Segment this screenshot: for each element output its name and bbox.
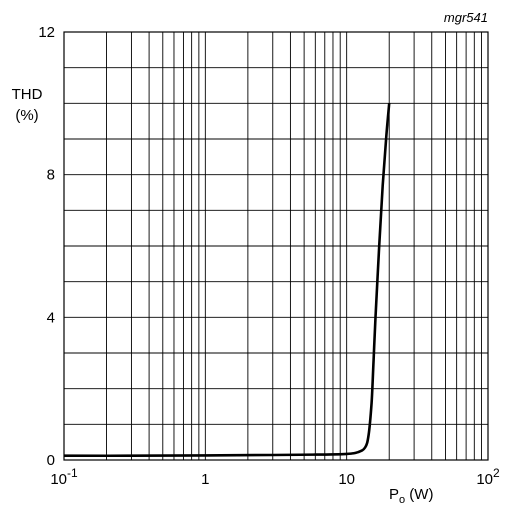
x-tick-base: 10 <box>338 471 355 488</box>
y-tick-label: 0 <box>47 452 55 469</box>
x-tick-labels: 10-1 1 10 102 <box>50 466 500 488</box>
x-axis-label-main: P <box>389 486 399 503</box>
grid-lines <box>64 32 488 460</box>
y-tick-label: 8 <box>47 167 55 184</box>
y-axis-label-line1: THD <box>12 86 43 103</box>
y-tick-label: 4 <box>47 309 55 326</box>
plot-frame <box>63 31 489 461</box>
figure-id: mgr541 <box>444 10 488 25</box>
x-tick-label: 1 <box>201 471 209 488</box>
y-axis-label-line2: (%) <box>15 107 38 124</box>
x-axis-label-unit: (W) <box>405 486 433 503</box>
x-tick-exponent: -1 <box>67 466 78 480</box>
x-tick-label: 10-1 <box>50 466 78 488</box>
y-tick-labels: 0 4 8 12 <box>38 24 55 469</box>
x-axis-label-subscript: o <box>399 494 405 506</box>
x-tick-label: 102 <box>476 466 500 488</box>
x-tick-label: 10 <box>338 471 355 488</box>
x-tick-base: 1 <box>201 471 209 488</box>
x-tick-exponent: 2 <box>493 466 500 480</box>
series-group <box>63 103 391 458</box>
x-tick-base: 10 <box>50 471 67 488</box>
x-tick-base: 10 <box>476 471 493 488</box>
series-line-thd <box>63 103 391 458</box>
y-tick-label: 12 <box>38 24 55 41</box>
x-axis-label: Po (W) <box>389 486 433 506</box>
